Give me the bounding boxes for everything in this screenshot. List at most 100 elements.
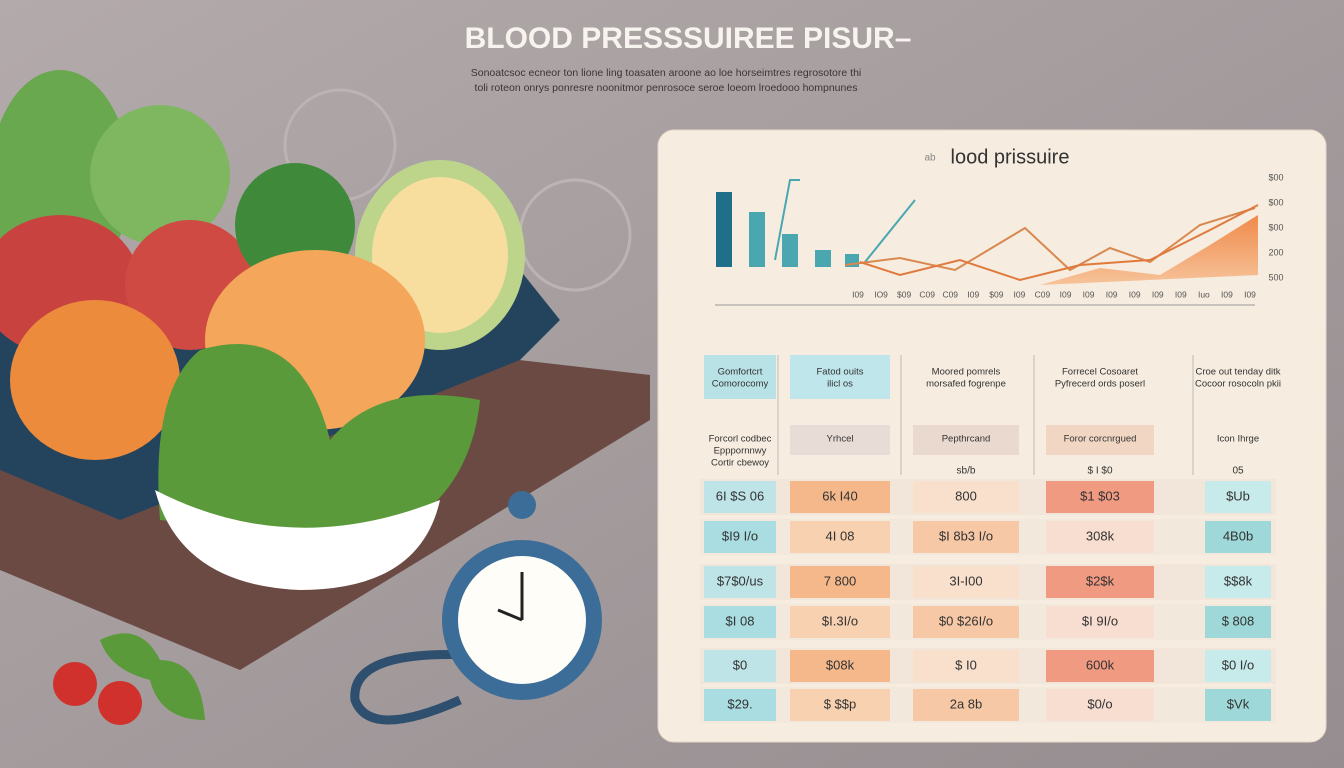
column-header-text: Cocoor rosocoln pkii: [1195, 379, 1281, 390]
cell: [913, 566, 1019, 598]
cell-text: 2a 8b: [950, 696, 983, 711]
column-header-text: morsafed fogrenpe: [926, 379, 1006, 390]
x-label: I09: [1060, 289, 1072, 299]
x-label: C09: [942, 289, 958, 299]
cell: [1205, 650, 1271, 682]
cell: [1046, 606, 1154, 638]
cell-text: $ $$p: [824, 696, 857, 711]
cell: [790, 566, 890, 598]
column-header: [1046, 355, 1154, 399]
cell-text: $2$k: [1086, 573, 1115, 588]
column-header-text: Moored pomrels: [932, 367, 1001, 378]
subheader-text: Foror corcnrgued: [1064, 434, 1137, 445]
cell-text: $0 I/o: [1222, 657, 1255, 672]
x-label: C09: [919, 289, 935, 299]
x-label: I09: [1106, 289, 1118, 299]
cell: [704, 521, 776, 553]
cell-text: $I 9I/o: [1082, 613, 1118, 628]
cell: [790, 481, 890, 513]
column-header: [913, 355, 1019, 399]
cell-text: $I9 I/o: [722, 528, 758, 543]
panel-title-prefix: ab: [924, 153, 936, 164]
x-label: $09: [989, 289, 1003, 299]
cell: [913, 521, 1019, 553]
illustration: [0, 70, 650, 725]
cell: [1205, 481, 1271, 513]
small-row-text: 05: [1232, 466, 1244, 477]
x-label: $09: [897, 289, 911, 299]
subtitle: toli roteon onrys ponresre noonitmor pen…: [475, 82, 858, 94]
x-label: I09: [1175, 289, 1187, 299]
subheader-text: Epppornnwy: [714, 446, 767, 457]
x-label: I09: [1152, 289, 1164, 299]
column-header: [704, 355, 776, 399]
small-row-text: $ I $0: [1087, 466, 1112, 477]
subheader-box: [790, 425, 890, 455]
cell-text: $$8k: [1224, 573, 1253, 588]
cell: [704, 606, 776, 638]
cell: [1046, 650, 1154, 682]
x-label: I09: [1244, 289, 1256, 299]
x-label: IO9: [874, 289, 888, 299]
cell: [1046, 521, 1154, 553]
y-label: $00: [1268, 172, 1283, 182]
cell-text: 600k: [1086, 657, 1115, 672]
cell-text: $I.3I/o: [822, 613, 858, 628]
cell-text: $7$0/us: [717, 573, 764, 588]
cell: [1205, 566, 1271, 598]
cell: [913, 606, 1019, 638]
column-header-text: Forrecel Cosoaret: [1062, 367, 1138, 378]
column-header-text: Comorocomy: [712, 379, 769, 390]
cell: [790, 689, 890, 721]
y-label: 500: [1268, 272, 1283, 282]
cell: [913, 481, 1019, 513]
cell-text: 4I 08: [826, 528, 855, 543]
subheader-box: [1046, 425, 1154, 455]
x-label: I09: [1129, 289, 1141, 299]
cell: [1205, 521, 1271, 553]
column-header-text: Fatod ouits: [817, 367, 864, 378]
cell-text: $Ub: [1226, 488, 1250, 503]
subheader-box: [704, 425, 776, 475]
column-header: [1205, 355, 1271, 399]
subheader-text: Pepthrcand: [942, 434, 991, 445]
cell: [1046, 689, 1154, 721]
column-header-text: ilicl os: [827, 379, 853, 390]
column-header: [790, 355, 890, 399]
cell: [704, 689, 776, 721]
cell-text: $Vk: [1227, 696, 1250, 711]
x-label: Iuo: [1198, 289, 1210, 299]
cell: [790, 606, 890, 638]
cell: [790, 650, 890, 682]
cell: [704, 566, 776, 598]
cell-text: $1 $03: [1080, 488, 1120, 503]
title: BLOOD PRESSSUIREE PISUR–: [465, 22, 912, 55]
y-label: $00: [1268, 197, 1283, 207]
x-label: I09: [852, 289, 864, 299]
subtitle: Sonoatcsoc ecneor ton lione ling toasate…: [471, 67, 862, 79]
subheader-box: [1205, 425, 1271, 455]
subheader-text: Forcorl codbec: [709, 434, 772, 445]
cell-text: 3I-I00: [949, 573, 982, 588]
x-label: I09: [967, 289, 979, 299]
cell-text: $ I0: [955, 657, 977, 672]
cell-text: $29.: [727, 696, 752, 711]
subheader-text: Yrhcel: [827, 434, 854, 445]
cell-text: $I 08: [726, 613, 755, 628]
subheader-text: Cortir cbewoy: [711, 458, 769, 469]
column-header-text: Pyfrecerd ords poserl: [1055, 379, 1145, 390]
cell: [1046, 481, 1154, 513]
cell: [1205, 606, 1271, 638]
cell-text: $08k: [826, 657, 855, 672]
cell: [913, 689, 1019, 721]
cell-text: 800: [955, 488, 977, 503]
cell-text: $I 8b3 I/o: [939, 528, 993, 543]
panel-title: lood prissuire: [951, 146, 1070, 168]
small-row-text: sb/b: [957, 466, 976, 477]
cell: [1046, 566, 1154, 598]
y-label: $00: [1268, 222, 1283, 232]
x-label: I09: [1013, 289, 1025, 299]
cell: [913, 650, 1019, 682]
